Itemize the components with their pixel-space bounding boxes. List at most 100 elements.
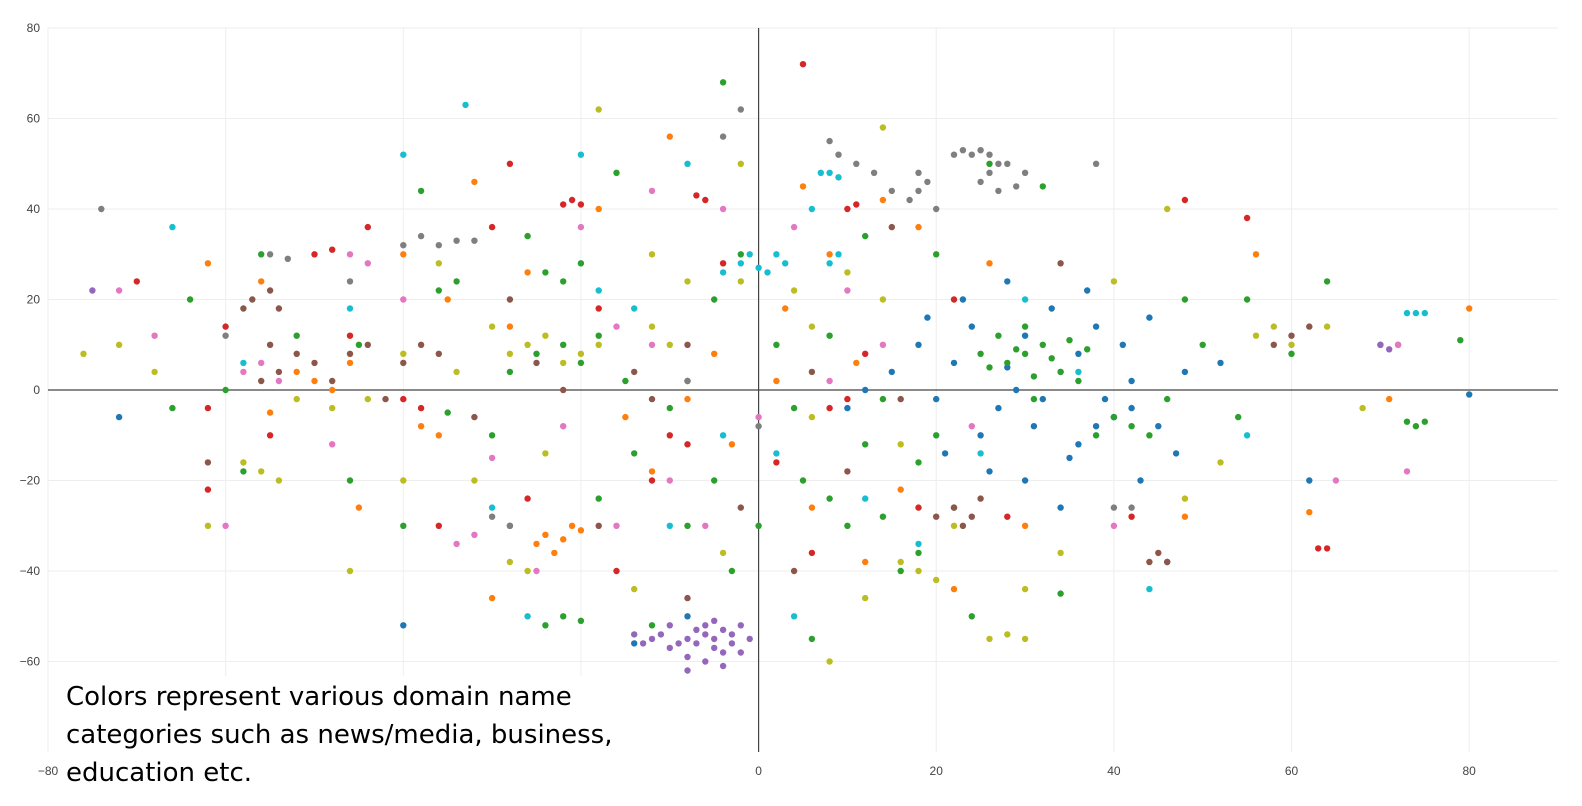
scatter-point (719, 205, 727, 213)
scatter-point (995, 187, 1002, 195)
scatter-point (311, 359, 318, 367)
scatter-point (693, 192, 700, 199)
scatter-point (702, 658, 709, 665)
scatter-point (684, 377, 691, 385)
scatter-point (346, 477, 354, 484)
scatter-point (1021, 635, 1029, 643)
scatter-point (204, 486, 212, 493)
scatter-point (790, 404, 798, 412)
y-tick-label: 40 (27, 202, 41, 216)
scatter-point (755, 413, 762, 421)
scatter-point (1004, 513, 1011, 520)
scatter-point (782, 305, 789, 312)
scatter-point (240, 305, 247, 312)
scatter-point (222, 386, 229, 394)
scatter-point (595, 495, 602, 502)
scatter-point (1030, 423, 1038, 430)
scatter-point (488, 513, 496, 520)
scatter-point (1181, 196, 1189, 204)
scatter-point (968, 323, 975, 330)
scatter-point (915, 540, 922, 548)
scatter-point (1164, 205, 1171, 213)
scatter-point (915, 504, 922, 511)
scatter-point (977, 450, 984, 457)
scatter-point (897, 486, 904, 493)
scatter-point (311, 251, 318, 258)
scatter-point (1128, 513, 1135, 520)
scatter-point (1013, 386, 1020, 394)
scatter-point (968, 151, 975, 158)
scatter-point (746, 635, 753, 643)
scatter-point (488, 323, 496, 330)
y-tick-label: −60 (20, 655, 41, 669)
scatter-point (853, 201, 860, 208)
scatter-point (364, 260, 371, 267)
scatter-point (711, 617, 718, 624)
scatter-point (222, 323, 229, 330)
scatter-point (1288, 332, 1295, 339)
scatter-point (1412, 423, 1420, 430)
scatter-point (329, 386, 336, 394)
scatter-point (986, 364, 993, 371)
scatter-point (1155, 549, 1162, 557)
scatter-point (1048, 355, 1055, 362)
y-tick-label: 80 (27, 21, 41, 35)
scatter-point (737, 251, 744, 258)
scatter-point (1332, 477, 1340, 484)
scatter-point (533, 567, 540, 575)
scatter-point (577, 223, 585, 231)
scatter-point (1466, 305, 1473, 312)
scatter-point (524, 495, 531, 502)
scatter-point (702, 196, 709, 204)
scatter-point (595, 305, 602, 312)
scatter-point (862, 386, 869, 394)
scatter-point (1403, 468, 1411, 475)
scatter-point (1021, 169, 1029, 176)
scatter-point (684, 160, 691, 167)
scatter-point (355, 341, 363, 348)
scatter-point (417, 232, 425, 240)
scatter-point (524, 567, 531, 575)
annotation-text: Colors represent various domain name cat… (62, 676, 630, 794)
scatter-point (746, 251, 753, 258)
scatter-point (870, 169, 878, 176)
scatter-point (631, 631, 638, 638)
scatter-point (844, 468, 851, 475)
scatter-point (648, 622, 656, 629)
scatter-point (595, 341, 602, 348)
scatter-point (950, 359, 958, 367)
scatter-point (435, 350, 442, 357)
scatter-point (648, 635, 656, 643)
scatter-point (826, 137, 833, 145)
scatter-point (862, 441, 869, 448)
scatter-point (346, 305, 354, 312)
scatter-point (222, 522, 229, 529)
scatter-point (595, 106, 602, 113)
scatter-point (666, 477, 673, 484)
scatter-point (488, 454, 496, 462)
scatter-point (950, 151, 958, 158)
scatter-point (1092, 160, 1100, 167)
scatter-point (240, 468, 247, 475)
scatter-point (737, 278, 744, 285)
scatter-point (240, 368, 247, 376)
scatter-point (844, 522, 851, 529)
scatter-point (719, 649, 727, 656)
scatter-point (524, 232, 531, 240)
scatter-point (950, 504, 958, 511)
scatter-point (728, 441, 736, 448)
scatter-point (1128, 377, 1135, 385)
scatter-point (453, 278, 460, 285)
scatter-point (400, 350, 407, 357)
scatter-point (568, 196, 576, 204)
scatter-point (666, 133, 673, 140)
scatter-point (1252, 251, 1260, 258)
scatter-point (1004, 160, 1011, 167)
scatter-point (648, 323, 656, 330)
scatter-point (915, 459, 922, 466)
scatter-point (275, 477, 283, 484)
scatter-point (666, 432, 673, 439)
scatter-point (266, 432, 274, 439)
scatter-point (888, 187, 895, 195)
